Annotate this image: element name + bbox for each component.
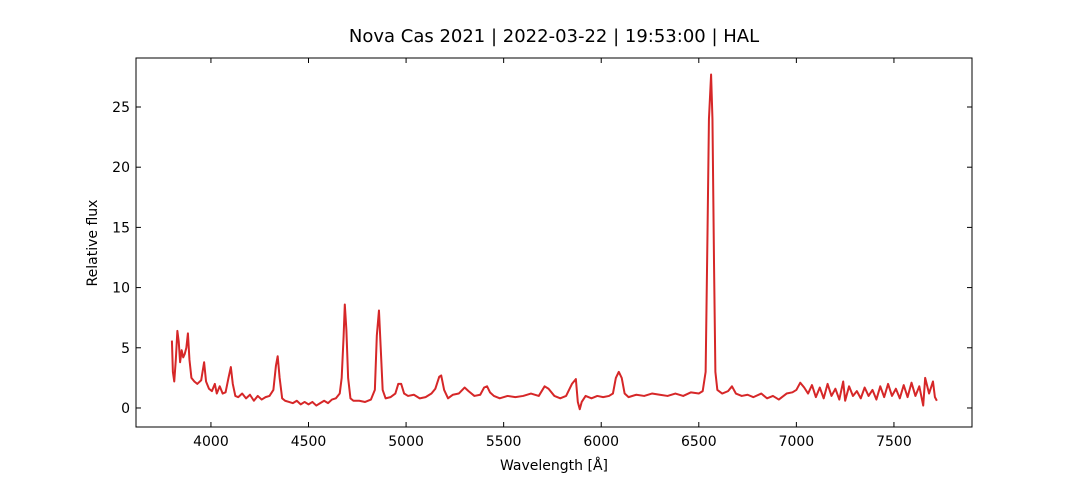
x-tick-label: 4500 bbox=[291, 434, 327, 450]
x-tick-label: 5000 bbox=[388, 434, 424, 450]
x-tick-label: 6000 bbox=[583, 434, 619, 450]
y-tick-label: 0 bbox=[121, 401, 130, 417]
line-series bbox=[170, 73, 938, 411]
x-tick-label: 7500 bbox=[876, 434, 912, 450]
y-tick-label: 25 bbox=[112, 100, 130, 116]
x-tick-label: 6500 bbox=[681, 434, 717, 450]
x-axis-label: Wavelength [Å] bbox=[500, 457, 608, 474]
y-tick-label: 10 bbox=[112, 281, 130, 297]
y-tick-label: 20 bbox=[112, 160, 130, 176]
x-tick-label: 5500 bbox=[486, 434, 522, 450]
y-tick-label: 15 bbox=[112, 220, 130, 236]
chart-title: Nova Cas 2021 | 2022-03-22 | 19:53:00 | … bbox=[349, 26, 759, 47]
plot-frame bbox=[135, 57, 973, 428]
y-tick-label: 5 bbox=[121, 341, 130, 357]
y-axis-label: Relative flux bbox=[85, 200, 101, 287]
x-tick-label: 7000 bbox=[779, 434, 815, 450]
x-tick-label: 4000 bbox=[193, 434, 229, 450]
